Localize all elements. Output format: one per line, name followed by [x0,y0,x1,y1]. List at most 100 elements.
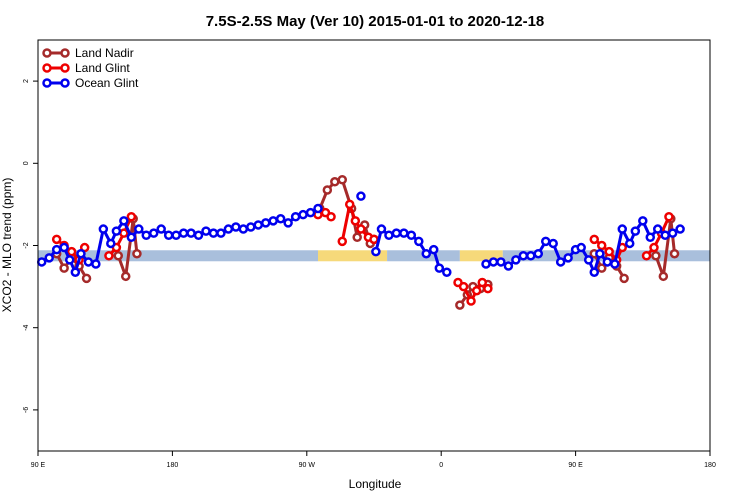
series-1-point-1-3 [126,211,137,222]
y-tick-label-1: -4 [23,324,30,330]
series-2-point-0-34 [283,218,293,228]
series-1-point-1-2 [119,228,129,238]
series-2-point-2-2 [384,230,394,240]
series-2-point-0-36 [298,209,308,220]
series-2-point-0-21 [186,228,196,238]
series-2-point-3-16 [595,248,605,259]
series-2-point-3-18 [610,259,620,269]
series-1-point-3-0 [337,236,348,247]
series-2-point-0-31 [260,218,271,228]
series-2-point-3-25 [660,230,670,240]
series-1-point-4-2 [466,296,476,306]
series-2-point-0-14 [134,224,144,234]
series-2-point-0-27 [231,222,241,232]
series-2-point-0-6 [76,248,86,259]
series-2-point-3-0 [481,259,491,269]
series-2-point-3-4 [511,255,521,265]
series-2-point-0-23 [201,226,211,236]
series-2-point-3-5 [518,251,529,261]
series-1-point-6-3 [664,211,674,222]
y-axis: -6 -4 -2 0 2 [23,79,38,413]
series-2-point-0-25 [216,228,226,238]
x-tick-label-3: 0 [439,462,443,469]
series-2-point-3-10 [555,257,566,267]
series-2-point-3-3 [503,261,514,271]
series-2-point-3-6 [526,251,536,261]
series-0-point-5-1 [658,271,669,282]
legend-marker-1-b [60,63,70,73]
series-1-point-5-0 [589,234,600,245]
series-2-point-2-8 [428,244,439,255]
series-2-point-0-24 [208,228,219,238]
series-2-point-0-4 [64,255,75,265]
series-2-point-0-18 [163,230,174,240]
series-1-point-4-3 [471,285,482,296]
series-2-point-3-19 [617,224,628,234]
series-2-point-2-1 [376,224,387,234]
series-2-point-3-14 [583,255,594,265]
series-2-point-3-13 [576,242,586,253]
legend-marker-0-a [42,48,52,58]
series-0-point-2-1 [322,185,333,195]
series-2-point-0-1 [44,253,54,263]
series-2-point-0-35 [290,211,301,222]
series-0-point-2-2 [330,177,340,187]
series-2-point-0-29 [246,222,256,232]
series-2 [36,191,685,277]
series-2-point-3-9 [548,238,558,249]
series-2-point-0-11 [111,226,122,236]
series-2-point-0-5 [70,267,81,277]
series-2-point-3-1 [488,257,499,267]
series-2-point-3-24 [652,224,663,234]
series-0-point-4-4 [619,273,629,284]
series-0-point-2-5 [352,232,362,243]
series-1-point-3-2 [350,216,361,226]
series-2-point-0-33 [275,214,286,224]
series-2-point-1-0 [356,191,366,201]
series-1-line-6 [645,216,671,257]
reference-band-segment-3 [459,250,503,262]
legend-marker-2-a [42,78,52,88]
y-axis-label: XCO2 - MLO trend (ppm) [0,178,14,313]
x-tick-label-0: 90 E [31,462,46,469]
series-2-point-0-7 [83,257,94,267]
series-2-point-0-19 [171,230,181,240]
series-2-point-3-26 [667,228,678,238]
series-2-point-0-37 [305,207,316,218]
series-1-point-3-5 [369,234,379,245]
series-2-point-0-28 [238,224,249,234]
series-2-point-0-13 [126,232,137,243]
y-tick-label-3: 0 [23,161,30,165]
series-2-point-3-20 [624,238,635,249]
legend-marker-1-a [42,63,52,73]
series-2-point-3-11 [563,253,573,263]
series-0-point-5-3 [669,248,680,259]
series-1-point-0-2 [66,246,77,257]
series-2-point-0-32 [268,216,278,226]
series-2-point-2-7 [421,248,432,259]
series-2-point-3-23 [645,232,656,243]
series-2-point-2-5 [406,230,417,240]
y-tick-label-2: -2 [23,242,30,248]
series-2-point-2-4 [399,228,409,238]
series-0-point-0-1 [59,263,69,273]
x-axis: 90 E 180 90 W 0 90 E 180 [31,451,716,469]
x-tick-label-5: 180 [704,462,716,469]
series-1-point-4-4 [477,277,488,288]
series-2-point-0-12 [119,216,129,226]
series-2-point-0-22 [193,230,204,240]
series-2-point-0-8 [91,259,101,269]
series-2-point-0-15 [141,230,152,240]
reference-band-segment-0 [38,250,318,262]
series-1-point-6-0 [641,251,652,261]
series-2-point-3-17 [602,257,613,267]
series-0-point-5-0 [651,251,661,261]
x-tick-label-1: 180 [167,462,179,469]
series-2-point-2-3 [391,228,402,238]
x-tick-label-2: 90 W [299,462,316,469]
x-axis-label: Longitude [349,477,402,491]
series-0-point-3-0 [455,300,465,310]
series-2-point-2-6 [414,236,424,247]
chart-title: 7.5S-2.5S May (Ver 10) 2015-01-01 to 202… [206,13,545,30]
